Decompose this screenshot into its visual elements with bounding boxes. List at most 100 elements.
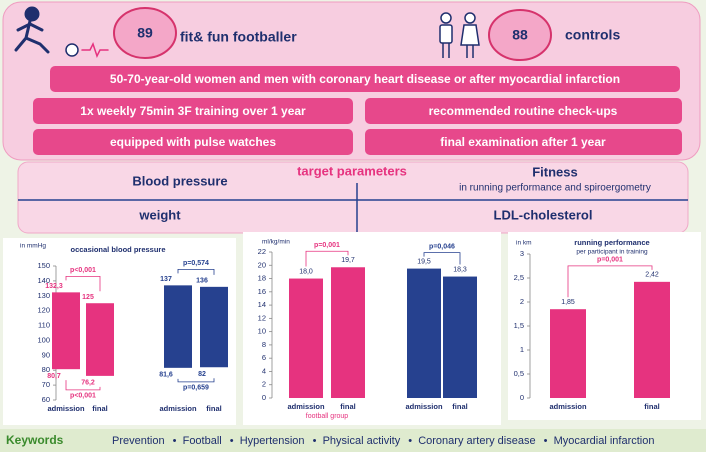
bullet: •	[173, 435, 177, 447]
y-tick-label: 1	[520, 345, 524, 354]
y-tick-label: 130	[37, 291, 50, 300]
parameter: LDL-cholesterol	[494, 207, 593, 222]
bracket	[65, 380, 101, 391]
value-label: 76,2	[81, 380, 95, 387]
y-tick-label: 4	[262, 366, 266, 375]
p-value: p=0,001	[597, 257, 623, 264]
value-label: 137	[160, 276, 172, 283]
chart-title: running performance	[574, 238, 649, 247]
parameters-title: target parameters	[297, 163, 407, 178]
keywords-list: Prevention • Football • Hypertension • Physica…	[112, 435, 654, 447]
p-value: p=0,574	[183, 260, 209, 267]
value-label: 19,5	[417, 258, 431, 265]
p-value: p=0,659	[183, 385, 209, 392]
x-tick-label: admission	[549, 402, 587, 411]
y-tick-label: 20	[258, 260, 266, 269]
keyword: Coronary artery disease	[418, 435, 535, 447]
fitness-label: Fitness	[532, 164, 578, 179]
value-label: 18,0	[299, 268, 313, 275]
keyword: Hypertension	[240, 435, 305, 447]
couple-icon	[439, 12, 480, 58]
value-label: 80,7	[47, 373, 61, 380]
population-text: 50-70-year-old women and men with corona…	[110, 72, 620, 86]
range-bar	[164, 285, 192, 368]
bracket	[177, 268, 215, 275]
y-tick-label: 22	[258, 247, 266, 256]
range-bar	[200, 286, 228, 368]
y-tick-label: 1,5	[514, 321, 524, 330]
value-label: 82	[198, 371, 206, 378]
x-tick-label: final	[644, 402, 659, 411]
keywords-title: Keywords	[6, 433, 64, 447]
value-label: 136	[196, 278, 208, 285]
p-value: p=0,001	[314, 242, 340, 249]
bar	[331, 267, 365, 398]
x-tick-label: admission	[405, 402, 443, 411]
y-tick-label: 100	[37, 335, 50, 344]
value-label: 18,3	[453, 266, 467, 273]
parameter: weight	[138, 207, 181, 222]
y-tick-label: 8	[262, 340, 266, 349]
y-tick-label: 0	[262, 393, 266, 402]
keyword: Physical activity	[323, 435, 401, 447]
value-label: 1,85	[561, 299, 575, 306]
intervention-text: equipped with pulse watches	[110, 135, 276, 149]
value-label: 19,7	[341, 257, 355, 264]
keyword: Football	[183, 435, 222, 447]
x-tick-label: final	[206, 404, 221, 413]
y-tick-label: 14	[258, 300, 266, 309]
bar	[407, 268, 441, 398]
y-tick-label: 10	[258, 327, 266, 336]
bracket	[305, 250, 349, 267]
group-label: football group	[306, 413, 349, 420]
footballer-icon	[14, 6, 109, 58]
population-banner	[50, 66, 680, 92]
bullet: •	[313, 435, 317, 447]
value-label: 2,42	[645, 272, 659, 279]
value-label: 132,3	[45, 283, 63, 290]
y-tick-label: 2,5	[514, 273, 524, 282]
chart-title: occasional blood pressure	[70, 245, 165, 254]
y-tick-label: 150	[37, 261, 50, 270]
y-tick-label: 2	[520, 297, 524, 306]
bar	[550, 309, 586, 398]
x-tick-label: admission	[287, 402, 325, 411]
p-value: p=0,046	[429, 243, 455, 250]
y-unit: ml/kg/min	[262, 239, 290, 246]
x-tick-label: final	[452, 402, 467, 411]
x-tick-label: admission	[47, 404, 85, 413]
value-label: 81,6	[159, 372, 173, 379]
y-tick-label: 70	[42, 380, 50, 389]
group1-badge	[113, 7, 177, 59]
y-tick-label: 18	[258, 274, 266, 283]
p-value: p<0,001	[70, 267, 96, 274]
range-bar	[86, 303, 114, 376]
bar	[443, 276, 477, 398]
y-tick-label: 80	[42, 365, 50, 374]
y-tick-label: 2	[262, 380, 266, 389]
y-tick-label: 0	[520, 393, 524, 402]
keyword: Prevention	[112, 435, 165, 447]
bracket	[177, 378, 215, 383]
y-tick-label: 140	[37, 276, 50, 285]
keywords-bar	[0, 429, 706, 452]
bar	[634, 281, 670, 398]
group1-count: 89	[137, 25, 153, 41]
control-box	[365, 129, 682, 155]
y-tick-label: 120	[37, 306, 50, 315]
intervention-box	[33, 98, 353, 124]
y-tick-label: 6	[262, 353, 266, 362]
y-tick-label: 12	[258, 313, 266, 322]
y-tick-label: 16	[258, 287, 266, 296]
group1-label: fit& fun footballer	[180, 29, 297, 45]
p-value: p<0,001	[70, 393, 96, 400]
group2-label: controls	[565, 27, 620, 43]
y-tick-label: 90	[42, 350, 50, 359]
bullet: •	[408, 435, 412, 447]
bracket	[65, 275, 101, 292]
chart-subtitle: per participant in training	[576, 249, 648, 256]
group2-badge	[488, 9, 552, 61]
control-text: final examination after 1 year	[440, 135, 606, 149]
parameter: Blood pressure	[132, 173, 227, 188]
